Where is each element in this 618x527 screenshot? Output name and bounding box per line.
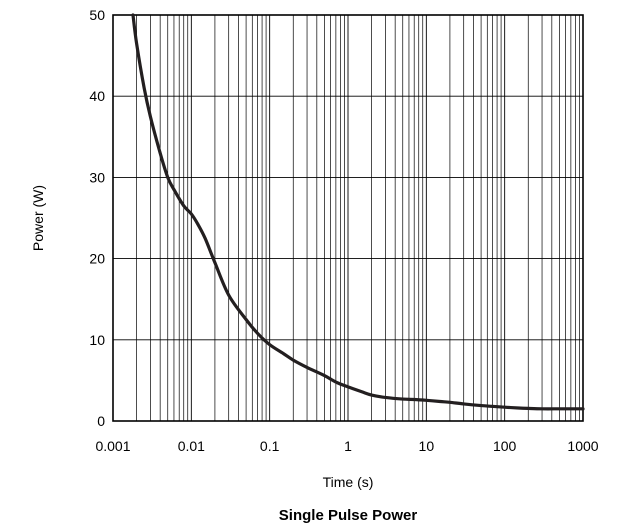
y-tick-label: 30 bbox=[89, 169, 105, 185]
x-tick-label: 0.01 bbox=[178, 438, 205, 454]
y-axis-label: Power (W) bbox=[30, 185, 46, 251]
power-curve-line bbox=[131, 13, 585, 411]
y-tick-label: 10 bbox=[89, 332, 105, 348]
x-tick-label: 0.1 bbox=[260, 438, 280, 454]
y-tick-labels: 0 10 20 30 40 50 bbox=[89, 7, 105, 429]
chart-title: Single Pulse Power bbox=[279, 507, 418, 524]
x-tick-label: 10 bbox=[419, 438, 435, 454]
y-tick-label: 50 bbox=[89, 7, 105, 23]
y-tick-label: 20 bbox=[89, 251, 105, 267]
x-tick-labels: 0.001 0.01 0.1 1 10 100 1000 bbox=[95, 438, 598, 454]
x-tick-label: 1 bbox=[344, 438, 352, 454]
grid-lines bbox=[113, 15, 583, 421]
x-tick-label: 100 bbox=[493, 438, 517, 454]
plot-frame bbox=[112, 14, 584, 422]
y-tick-label: 0 bbox=[97, 413, 105, 429]
series-layer bbox=[131, 13, 585, 411]
x-tick-label: 0.001 bbox=[95, 438, 130, 454]
x-tick-label: 1000 bbox=[567, 438, 598, 454]
y-tick-label: 40 bbox=[89, 88, 105, 104]
x-axis-label: Time (s) bbox=[323, 474, 374, 490]
